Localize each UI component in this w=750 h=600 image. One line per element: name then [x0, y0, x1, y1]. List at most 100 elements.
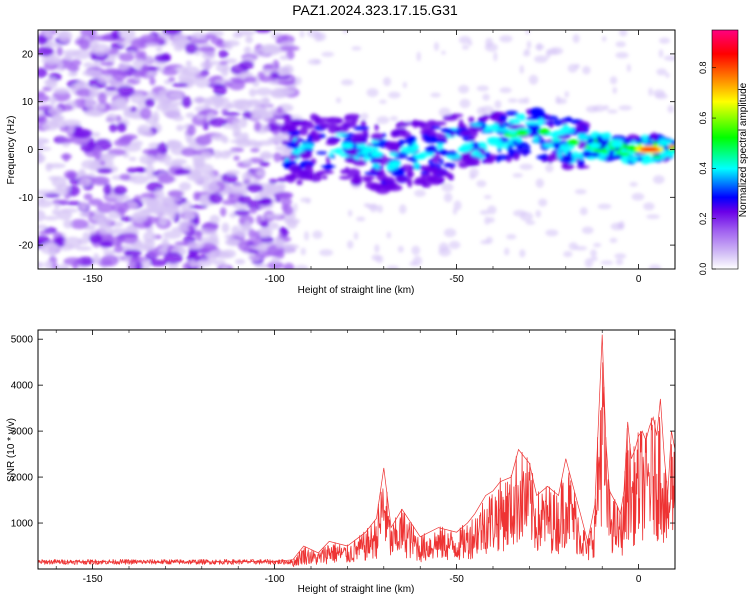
- noise-blob: [273, 152, 282, 163]
- background-blob: [438, 242, 449, 253]
- noise-blob: [43, 30, 52, 39]
- background-blob: [402, 81, 408, 89]
- ridge-blob: [559, 143, 575, 151]
- noise-blob: [254, 112, 272, 121]
- noise-blob: [38, 146, 52, 152]
- ridge-blob: [565, 116, 573, 123]
- noise-blob: [172, 33, 189, 46]
- background-blob: [526, 40, 532, 50]
- noise-blob: [276, 191, 294, 199]
- noise-blob: [272, 135, 286, 143]
- noise-blob: [88, 198, 103, 206]
- ridge-blob: [335, 132, 348, 137]
- background-blob: [656, 68, 667, 76]
- noise-blob: [257, 243, 265, 254]
- noise-blob: [276, 177, 288, 183]
- noise-blob: [192, 157, 206, 167]
- background-blob: [430, 92, 441, 98]
- noise-blob: [193, 191, 201, 201]
- ridge-blob: [641, 134, 649, 143]
- ridge-blob: [468, 136, 476, 142]
- noise-blob: [53, 87, 70, 94]
- noise-blob: [259, 153, 279, 159]
- noise-blob: [144, 42, 160, 47]
- background-blob: [618, 30, 628, 37]
- noise-blob: [242, 110, 252, 120]
- noise-blob: [235, 140, 253, 148]
- noise-blob: [157, 174, 175, 184]
- ridge-blob: [298, 127, 309, 136]
- ridge-blob: [344, 113, 361, 120]
- noise-blob: [92, 146, 102, 159]
- noise-blob: [218, 103, 236, 108]
- background-blob: [618, 105, 632, 111]
- noise-blob: [223, 124, 241, 130]
- background-blob: [476, 180, 487, 188]
- ridge-blob: [551, 137, 561, 143]
- noise-blob: [100, 254, 119, 267]
- ridge-blob: [335, 118, 344, 124]
- noise-blob: [192, 97, 207, 104]
- background-blob: [461, 44, 470, 50]
- noise-blob: [103, 183, 112, 196]
- noise-blob: [135, 167, 147, 173]
- noise-blob: [254, 121, 262, 132]
- background-blob: [536, 42, 542, 52]
- ridge-blob: [296, 179, 303, 186]
- ridge-blob: [516, 136, 523, 142]
- background-blob: [667, 105, 675, 114]
- spectrogram-y-tick-label: 10: [22, 97, 34, 108]
- ridge-blob: [613, 154, 622, 160]
- noise-blob: [224, 238, 240, 246]
- background-blob: [663, 55, 675, 62]
- noise-blob: [277, 79, 296, 86]
- ridge-bright-spot: [588, 142, 601, 149]
- background-blob: [441, 50, 446, 55]
- noise-blob: [221, 222, 230, 234]
- spectrogram-y-tick-label: -10: [19, 193, 34, 204]
- noise-blob: [203, 221, 219, 230]
- background-blob: [590, 256, 598, 262]
- colorbar-label: Normalized spectral amplitude: [738, 82, 749, 217]
- background-blob: [602, 36, 607, 42]
- ridge-bright-spot: [516, 129, 529, 136]
- background-blob: [574, 63, 581, 69]
- noise-blob: [155, 103, 170, 111]
- noise-blob: [156, 151, 168, 163]
- ridge-blob: [374, 123, 379, 132]
- background-blob: [366, 88, 379, 98]
- background-blob: [319, 249, 334, 257]
- noise-blob: [155, 46, 163, 52]
- background-blob: [412, 255, 423, 266]
- noise-blob: [63, 257, 83, 266]
- background-blob: [519, 249, 526, 258]
- peak-core: [639, 147, 660, 152]
- noise-blob: [203, 97, 211, 110]
- noise-blob: [275, 88, 296, 95]
- noise-blob: [164, 161, 183, 167]
- noise-blob: [232, 103, 246, 109]
- ridge-blob: [556, 135, 571, 139]
- noise-blob: [244, 76, 257, 83]
- noise-blob: [245, 35, 254, 44]
- background-blob: [482, 93, 490, 101]
- noise-blob: [38, 224, 48, 230]
- noise-blob: [154, 54, 171, 63]
- noise-blob: [196, 47, 216, 52]
- ridge-blob: [391, 169, 405, 177]
- noise-blob: [168, 91, 183, 99]
- noise-blob: [45, 77, 58, 89]
- ridge-blob: [405, 177, 413, 185]
- noise-blob: [108, 211, 121, 220]
- noise-blob: [243, 46, 252, 55]
- ridge-blob: [431, 121, 447, 126]
- ridge-blob: [328, 152, 334, 158]
- noise-blob: [250, 147, 260, 153]
- noise-blob: [38, 151, 43, 163]
- ridge-bright-spot: [388, 160, 401, 167]
- noise-blob: [211, 176, 218, 185]
- background-blob: [377, 204, 383, 214]
- noise-blob: [174, 168, 191, 175]
- noise-blob: [221, 136, 229, 144]
- noise-blob: [200, 151, 213, 160]
